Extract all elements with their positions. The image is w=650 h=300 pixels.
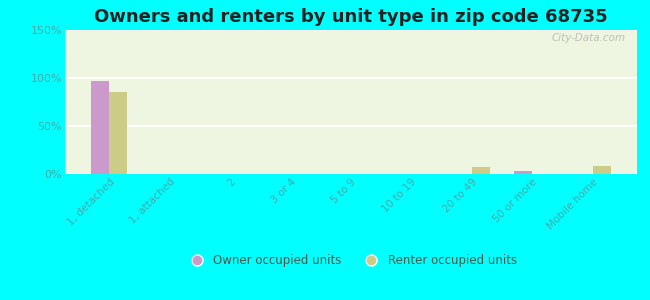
Bar bbox=[593, 166, 611, 174]
Bar bbox=[109, 92, 127, 174]
Legend: Owner occupied units, Renter occupied units: Owner occupied units, Renter occupied un… bbox=[180, 249, 522, 272]
Bar bbox=[472, 167, 490, 174]
Title: Owners and renters by unit type in zip code 68735: Owners and renters by unit type in zip c… bbox=[94, 8, 608, 26]
Bar bbox=[514, 171, 532, 174]
Text: City-Data.com: City-Data.com bbox=[551, 33, 625, 43]
Bar bbox=[91, 81, 109, 174]
